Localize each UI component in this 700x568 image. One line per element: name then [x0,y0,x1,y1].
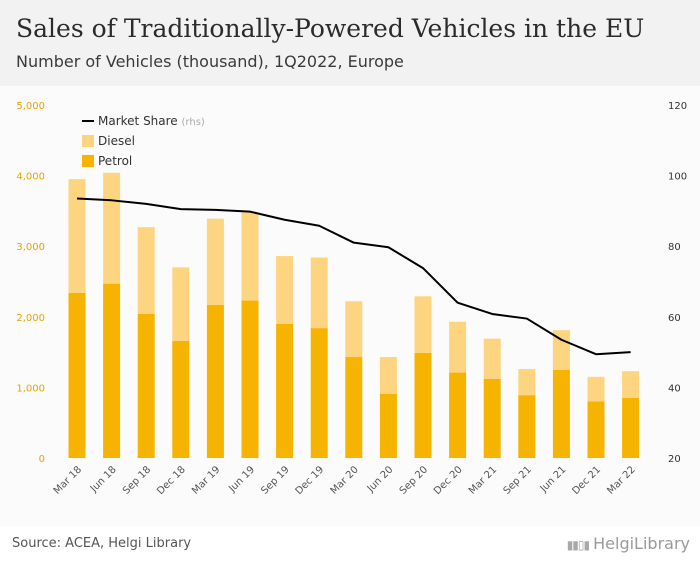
x-tick-label: Mar 19 [190,464,222,496]
bar-diesel [379,357,397,394]
x-tick-label: Jun 18 [88,464,119,495]
legend-label-diesel: Diesel [98,134,135,148]
y-right-tick-label: 80 [668,242,681,253]
bar-diesel [622,371,640,398]
bar-diesel [241,212,259,301]
y-left-tick-label: 0 [39,454,45,465]
bar-petrol [103,283,121,458]
chart-title: Sales of Traditionally-Powered Vehicles … [16,14,645,43]
y-left-tick-label: 3,000 [16,242,45,253]
legend-label-petrol: Petrol [98,154,132,168]
bar-petrol [345,357,363,458]
bar-petrol [276,323,294,458]
bar-petrol [518,395,536,458]
legend-rhs-note: (rhs) [182,117,205,128]
bar-diesel [172,267,190,341]
y-left-tick-label: 1,000 [16,383,45,394]
x-tick-label: Mar 22 [605,464,637,496]
x-tick-label: Sep 18 [121,464,153,496]
bar-petrol [206,304,224,458]
bar-petrol [68,292,86,458]
x-tick-label: Dec 20 [432,464,465,497]
y-left-tick-label: 2,000 [16,313,45,324]
bar-diesel [587,376,605,402]
x-tick-label: Mar 21 [467,464,499,496]
legend-swatch-petrol [82,155,94,167]
source-note: Source: ACEA, Helgi Library [12,536,192,551]
bar-petrol [483,378,501,458]
plot-area: 0 1,000 2,000 3,000 4,000 5,000 20 40 60 80 100 120… [0,86,700,526]
bar-diesel [345,301,363,358]
bar-petrol [310,328,328,458]
bar-petrol [587,401,605,458]
chart-svg: 0 1,000 2,000 3,000 4,000 5,000 20 40 60 80 100 120… [16,101,687,497]
x-tick-label: Jun 21 [538,464,569,495]
bar-petrol [552,369,570,458]
legend-label-market-share: Market Share (rhs) [98,114,205,128]
bar-diesel [103,172,121,284]
header: Sales of Traditionally-Powered Vehicles … [0,0,700,86]
chart-subtitle: Number of Vehicles (thousand), 1Q2022, E… [16,52,404,71]
bar-petrol [241,300,259,458]
bar-petrol [172,340,190,458]
y-left-tick-label: 4,000 [16,172,45,183]
y-right-tick-label: 120 [668,101,687,112]
bar-diesel [449,321,467,373]
x-tick-label: Jun 19 [226,464,257,495]
x-tick-label: Mar 18 [52,464,84,496]
bar-petrol [137,313,155,458]
x-tick-label: Dec 19 [294,464,327,497]
bar-diesel [68,179,86,293]
x-tick-label: Dec 18 [155,464,188,497]
bar-diesel [483,338,501,379]
x-tick-label: Sep 19 [259,464,291,496]
y-right-tick-label: 20 [668,454,681,465]
bar-diesel [137,227,155,314]
bar-petrol [449,372,467,458]
bar-diesel [310,257,328,329]
x-tick-label: Jun 20 [365,464,396,495]
bar-petrol [622,397,640,458]
helgi-library-logo: ▮▮▯▮ HelgiLibrary [567,534,690,553]
x-tick-label: Sep 21 [502,464,534,496]
x-tick-label: Mar 20 [329,464,361,496]
y-left-tick-label: 5,000 [16,101,45,112]
bar-petrol [414,352,432,458]
y-right-tick-label: 40 [668,383,681,394]
bar-diesel [414,296,432,353]
library-icon: ▮▮▯▮ [566,538,590,552]
y-right-tick-label: 60 [668,313,681,324]
y-right-tick-label: 100 [668,172,687,183]
bar-diesel [206,218,224,305]
x-tick-label: Dec 21 [570,464,603,497]
x-tick-label: Sep 20 [398,464,430,496]
bar-diesel [276,256,294,324]
bar-diesel [552,330,570,370]
market-share-line [76,197,631,356]
logo-text: HelgiLibrary [593,534,690,553]
bar-petrol [379,393,397,458]
legend-swatch-diesel [82,135,94,147]
bar-diesel [518,369,536,396]
